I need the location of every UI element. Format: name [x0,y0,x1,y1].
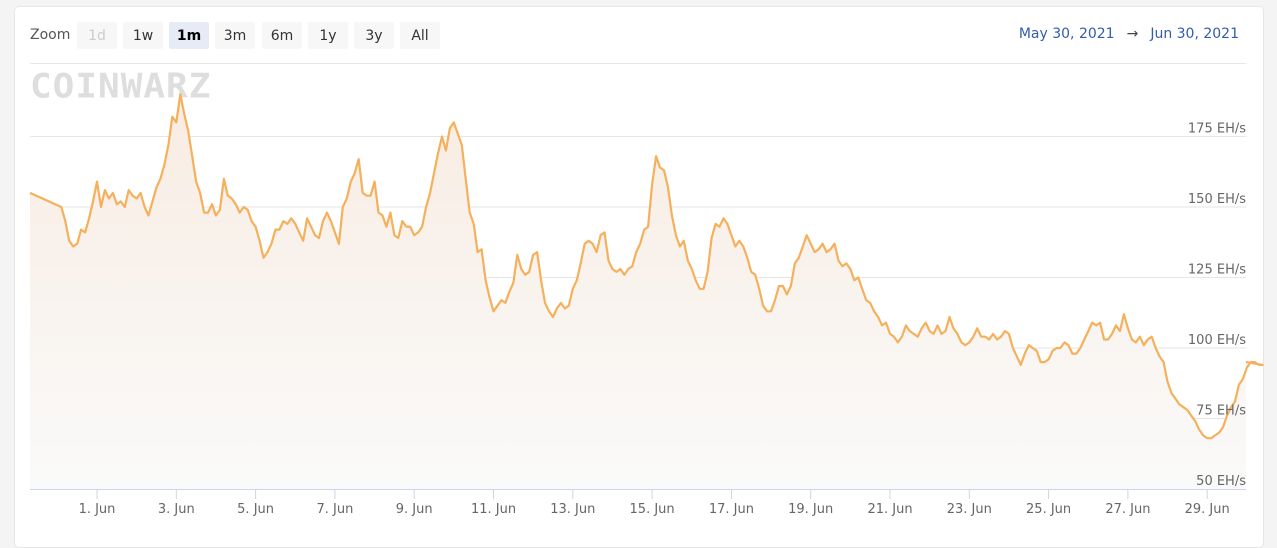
x-axis-label: 15. Jun [630,502,675,517]
x-axis-label: 3. Jun [158,502,195,517]
date-to-input[interactable]: Jun 30, 2021 [1150,26,1239,42]
x-axis-label: 27. Jun [1105,502,1150,517]
range-button-6m[interactable]: 6m [262,22,302,49]
x-axis-ticks: 1. Jun 3. Jun 5. Jun 7. Jun 9. Jun 11. Jun 13.… [79,489,1230,517]
range-selector: Zoom 1d 1w 1m 3m 6m 1y 3y All May 30, 20… [0,0,1277,60]
x-axis-label: 9. Jun [396,502,433,517]
x-axis-label: 21. Jun [867,502,912,517]
range-button-1y[interactable]: 1y [308,22,348,49]
y-axis-label: 75 EH/s [1196,404,1246,419]
x-axis-label: 17. Jun [709,502,754,517]
hashrate-line[interactable] [29,93,1264,440]
x-axis-label: 13. Jun [550,502,595,517]
x-axis-label: 29. Jun [1185,502,1230,517]
date-from-input[interactable]: May 30, 2021 [1018,26,1115,42]
zoom-label: Zoom [30,27,71,43]
x-axis-label: 5. Jun [237,502,274,517]
hashrate-area-fill [30,94,1263,489]
navigator-divider [30,63,1246,64]
x-axis-label: 19. Jun [788,502,833,517]
date-range: May 30, 2021 → Jun 30, 2021 [1019,26,1239,42]
range-button-all[interactable]: All [400,22,440,49]
range-button-1d[interactable]: 1d [77,22,117,49]
date-range-arrow-icon: → [1126,26,1139,42]
y-axis-label: 50 EH/s [1196,474,1246,489]
range-button-1w[interactable]: 1w [123,22,163,49]
range-button-3y[interactable]: 3y [354,22,394,49]
x-axis-label: 7. Jun [316,502,353,517]
y-axis-label: 125 EH/s [1188,263,1246,278]
y-axis-labels: 50 EH/s 75 EH/s 100 EH/s 125 EH/s 150 EH/s 17… [1188,122,1246,490]
hashrate-area-chart[interactable]: 50 EH/s 75 EH/s 100 EH/s 125 EH/s 150 EH/s 17… [0,0,1277,537]
y-axis-label: 175 EH/s [1188,122,1246,137]
x-axis-label: 25. Jun [1026,502,1071,517]
y-axis-label: 150 EH/s [1188,192,1246,207]
x-axis-label: 23. Jun [947,502,992,517]
range-button-1m[interactable]: 1m [169,22,209,49]
range-button-3m[interactable]: 3m [215,22,255,49]
x-axis-label: 1. Jun [79,502,116,517]
x-axis-label: 11. Jun [471,502,516,517]
y-axis-label: 100 EH/s [1188,333,1246,348]
